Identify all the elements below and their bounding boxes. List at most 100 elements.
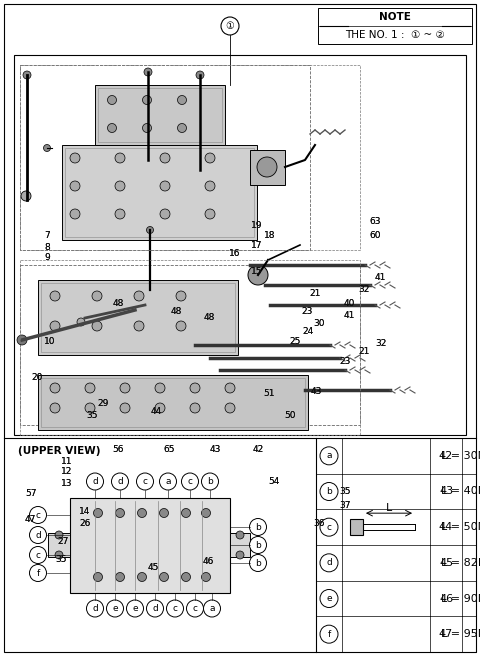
Text: 10: 10	[44, 337, 56, 346]
Text: 23: 23	[301, 306, 312, 316]
Circle shape	[257, 157, 277, 177]
Text: 12: 12	[61, 468, 72, 476]
Bar	[48, 533, 70, 557]
Text: e: e	[132, 604, 138, 613]
Text: 13: 13	[61, 478, 72, 487]
Circle shape	[190, 383, 200, 393]
Text: 56: 56	[112, 445, 123, 453]
Bar	[14, 55, 466, 435]
Circle shape	[202, 573, 211, 581]
Text: a: a	[209, 604, 215, 613]
Circle shape	[55, 551, 63, 559]
Bar	[350, 519, 363, 535]
Circle shape	[159, 573, 168, 581]
Circle shape	[115, 209, 125, 219]
Text: 14: 14	[79, 506, 90, 516]
Circle shape	[144, 68, 152, 76]
Text: 7: 7	[44, 232, 50, 241]
Text: 37: 37	[339, 501, 350, 510]
Text: 36: 36	[313, 518, 324, 527]
Text: 18: 18	[264, 232, 276, 241]
Circle shape	[155, 383, 165, 393]
Text: b: b	[326, 487, 332, 496]
Text: 37: 37	[339, 501, 350, 510]
Circle shape	[181, 508, 191, 518]
Text: 48: 48	[171, 306, 182, 316]
Circle shape	[29, 506, 47, 523]
Text: d: d	[35, 531, 41, 539]
Circle shape	[248, 265, 268, 285]
Text: 32: 32	[375, 340, 386, 348]
Text: 46: 46	[439, 594, 453, 604]
Text: c: c	[36, 510, 40, 520]
Circle shape	[176, 321, 186, 331]
Circle shape	[146, 226, 154, 234]
Circle shape	[178, 96, 187, 104]
Circle shape	[29, 565, 47, 581]
Text: 35: 35	[339, 487, 350, 497]
Text: 32: 32	[358, 285, 370, 293]
Text: 63: 63	[369, 218, 381, 226]
Circle shape	[29, 527, 47, 544]
Text: 54: 54	[268, 478, 279, 487]
Text: 60: 60	[369, 232, 381, 241]
Circle shape	[115, 181, 125, 191]
Text: 12: 12	[61, 468, 72, 476]
Text: b: b	[255, 522, 261, 531]
Circle shape	[21, 191, 31, 201]
Bar	[250, 150, 285, 185]
Circle shape	[205, 181, 215, 191]
Text: 63: 63	[369, 218, 381, 226]
Circle shape	[143, 96, 152, 104]
Bar	[70, 497, 230, 592]
Circle shape	[94, 573, 103, 581]
Text: 65: 65	[163, 445, 175, 453]
Text: 20: 20	[31, 373, 42, 382]
Text: L = 95MM: L = 95MM	[441, 629, 480, 639]
Circle shape	[86, 600, 104, 617]
Circle shape	[320, 447, 338, 465]
Text: 8: 8	[44, 243, 50, 251]
Text: 43: 43	[439, 487, 453, 497]
Text: 17: 17	[251, 241, 263, 249]
Text: e: e	[112, 604, 118, 613]
Circle shape	[181, 573, 191, 581]
Circle shape	[190, 403, 200, 413]
Text: 21: 21	[309, 289, 320, 298]
Circle shape	[236, 531, 244, 539]
Text: 30: 30	[313, 319, 324, 329]
Circle shape	[50, 403, 60, 413]
Text: c: c	[36, 550, 40, 560]
Text: 45: 45	[439, 558, 453, 568]
Text: c: c	[326, 523, 332, 531]
Text: 47: 47	[25, 516, 36, 525]
Circle shape	[159, 473, 177, 490]
Bar	[41, 378, 305, 427]
Text: c: c	[192, 604, 197, 613]
Text: c: c	[172, 604, 178, 613]
Text: 47: 47	[25, 516, 36, 525]
Text: 35: 35	[55, 554, 67, 564]
Circle shape	[92, 291, 102, 301]
Text: NOTE: NOTE	[379, 12, 411, 22]
Circle shape	[202, 473, 218, 490]
Text: e: e	[326, 594, 332, 603]
Text: 44: 44	[151, 407, 162, 415]
Text: 7: 7	[44, 232, 50, 241]
Circle shape	[320, 483, 338, 501]
Text: 27: 27	[57, 537, 68, 546]
Text: 9: 9	[44, 253, 50, 262]
Text: b: b	[255, 558, 261, 567]
Text: b: b	[207, 477, 213, 486]
Circle shape	[85, 383, 95, 393]
Text: 43: 43	[311, 388, 323, 396]
Circle shape	[236, 551, 244, 559]
Circle shape	[205, 153, 215, 163]
Circle shape	[160, 153, 170, 163]
Text: 19: 19	[251, 222, 263, 230]
Text: 17: 17	[251, 241, 263, 249]
Text: 23: 23	[339, 358, 350, 367]
Text: 30: 30	[313, 319, 324, 329]
Text: 40: 40	[344, 300, 355, 308]
Text: c: c	[188, 477, 192, 486]
